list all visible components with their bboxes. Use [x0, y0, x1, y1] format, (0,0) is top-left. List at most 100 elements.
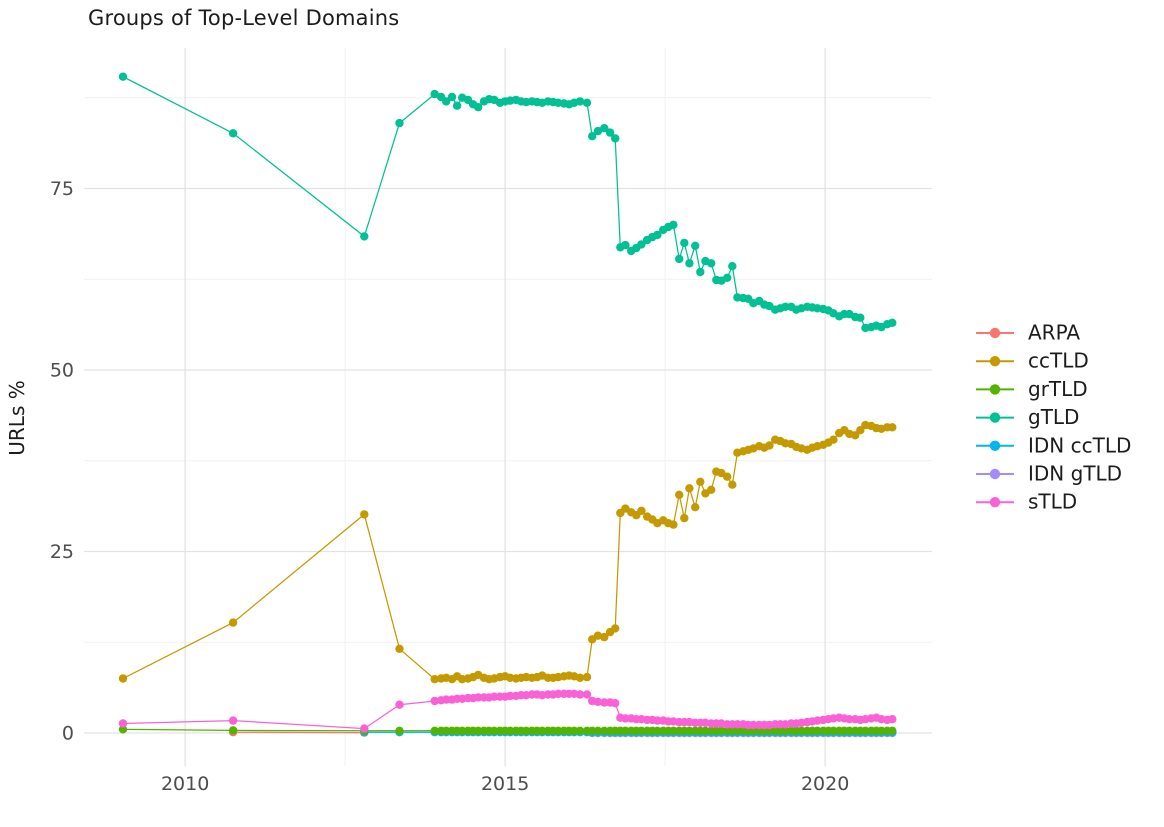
- data-point-ccTLD: [728, 480, 737, 489]
- data-point-grTLD: [490, 726, 499, 735]
- x-tick-label: 2015: [481, 773, 529, 795]
- data-point-ccTLD: [829, 435, 838, 444]
- data-point-gTLD: [228, 129, 238, 138]
- data-point-gTLD: [474, 103, 483, 112]
- data-point-gTLD: [452, 101, 462, 110]
- data-point-grTLD: [118, 725, 128, 734]
- data-point-grTLD: [781, 726, 790, 735]
- data-point-sTLD: [490, 692, 499, 701]
- series-line-gTLD: [122, 76, 893, 329]
- legend-label-ccTLD: ccTLD: [1028, 349, 1089, 373]
- data-point-grTLD: [575, 726, 585, 735]
- data-point-grTLD: [845, 726, 854, 735]
- data-point-gTLD: [707, 259, 716, 268]
- legend-label-grTLD: grTLD: [1028, 377, 1088, 401]
- data-point-grTLD: [765, 726, 774, 735]
- data-point-grTLD: [701, 726, 710, 735]
- data-point-sTLD: [118, 719, 128, 728]
- data-point-ccTLD: [691, 503, 700, 512]
- legend-label-IDN-gTLD: IDN gTLD: [1028, 462, 1122, 486]
- data-point-gTLD: [582, 98, 592, 108]
- data-point-grTLD: [506, 726, 515, 735]
- legend-label-gTLD: gTLD: [1028, 405, 1079, 429]
- data-point-gTLD: [637, 240, 646, 249]
- data-point-gTLD: [728, 262, 737, 271]
- data-point-gTLD: [621, 240, 630, 250]
- data-point-sTLD: [430, 696, 439, 706]
- data-point-grTLD: [877, 726, 886, 735]
- data-point-grTLD: [474, 726, 483, 735]
- y-tick-label: 0: [62, 722, 74, 744]
- data-point-sTLD: [611, 699, 620, 708]
- data-point-grTLD: [829, 726, 838, 735]
- data-point-sTLD: [474, 693, 483, 702]
- data-point-ccTLD: [856, 426, 865, 435]
- data-point-gTLD: [680, 238, 689, 248]
- data-point-ccTLD: [360, 510, 369, 519]
- data-point-gTLD: [118, 72, 128, 81]
- data-point-ccTLD: [765, 441, 774, 450]
- chart-title: Groups of Top-Level Domains: [88, 6, 400, 30]
- data-point-ccTLD: [669, 520, 678, 529]
- data-point-grTLD: [813, 726, 822, 735]
- data-point-ccTLD: [118, 674, 128, 683]
- legend-label-ARPA: ARPA: [1028, 321, 1080, 345]
- data-point-ccTLD: [228, 618, 238, 627]
- data-point-grTLD: [669, 726, 678, 735]
- legend-key-point-IDN-gTLD: [989, 468, 1001, 480]
- data-point-gTLD: [588, 132, 597, 141]
- data-point-sTLD: [506, 691, 515, 701]
- legend-key-point-IDN-ccTLD: [989, 440, 1001, 451]
- data-point-grTLD: [430, 726, 439, 735]
- y-tick-label: 50: [50, 359, 74, 381]
- data-point-ccTLD: [680, 513, 689, 523]
- data-point-gTLD: [685, 259, 694, 268]
- data-point-gTLD: [669, 220, 678, 229]
- data-point-grTLD: [685, 726, 694, 735]
- data-point-grTLD: [621, 726, 630, 735]
- series-line-ccTLD: [122, 424, 893, 680]
- data-point-sTLD: [395, 700, 404, 709]
- data-point-grTLD: [554, 726, 563, 735]
- data-point-ccTLD: [575, 673, 585, 682]
- data-point-grTLD: [637, 726, 646, 735]
- data-point-ccTLD: [395, 644, 404, 653]
- data-point-ccTLD: [685, 484, 694, 493]
- y-tick-label: 25: [50, 541, 74, 563]
- data-point-grTLD: [861, 726, 870, 735]
- data-point-ccTLD: [637, 506, 646, 515]
- legend-key-point-sTLD: [989, 497, 1001, 508]
- data-point-grTLD: [733, 726, 742, 735]
- data-point-sTLD: [582, 690, 592, 699]
- data-point-grTLD: [458, 726, 467, 735]
- data-point-ccTLD: [430, 675, 439, 684]
- data-point-gTLD: [600, 124, 609, 133]
- data-point-grTLD: [538, 726, 547, 735]
- data-point-ccTLD: [851, 431, 860, 440]
- data-point-sTLD: [888, 715, 897, 724]
- data-point-gTLD: [593, 126, 603, 136]
- data-point-grTLD: [653, 726, 662, 735]
- y-axis-title: URLs %: [5, 380, 29, 455]
- legend-label-sTLD: sTLD: [1028, 490, 1077, 514]
- data-point-sTLD: [845, 715, 854, 724]
- data-point-ccTLD: [888, 423, 897, 432]
- data-point-grTLD: [522, 726, 531, 735]
- data-point-grTLD: [888, 726, 897, 735]
- legend-label-IDN-ccTLD: IDN ccTLD: [1028, 433, 1131, 457]
- data-point-sTLD: [749, 720, 758, 730]
- data-point-grTLD: [749, 726, 758, 735]
- data-point-grTLD: [797, 726, 806, 735]
- data-point-grTLD: [600, 726, 609, 735]
- data-point-gTLD: [575, 97, 585, 106]
- data-point-ccTLD: [593, 631, 603, 640]
- data-point-ccTLD: [723, 472, 732, 481]
- data-point-ccTLD: [707, 485, 716, 494]
- data-point-gTLD: [691, 241, 700, 250]
- data-point-gTLD: [430, 89, 439, 99]
- data-point-sTLD: [600, 698, 609, 707]
- data-point-gTLD: [395, 118, 404, 128]
- x-tick-label: 2020: [801, 773, 849, 795]
- data-point-sTLD: [653, 716, 662, 725]
